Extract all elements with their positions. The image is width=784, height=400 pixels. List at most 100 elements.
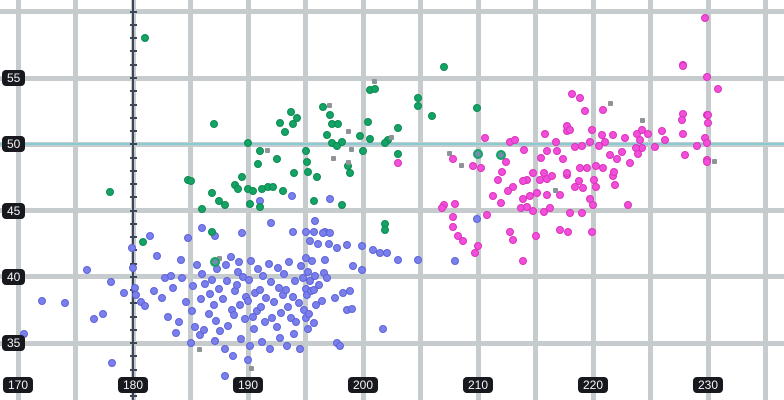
data-point-cluster-blue[interactable]: [61, 299, 70, 308]
data-point-cluster-magenta[interactable]: [525, 192, 534, 200]
data-point-cluster-blue[interactable]: [264, 259, 273, 268]
data-point-cluster-magenta[interactable]: [589, 201, 597, 210]
data-point-cluster-blue[interactable]: [198, 223, 206, 232]
data-point-cluster-magenta[interactable]: [570, 142, 579, 151]
data-point-cluster-magenta[interactable]: [469, 161, 478, 170]
data-point-cluster-blue[interactable]: [284, 303, 293, 312]
data-point-cluster-blue[interactable]: [332, 243, 341, 252]
data-point-cluster-magenta[interactable]: [552, 137, 561, 146]
data-point-cluster-blue[interactable]: [146, 231, 155, 240]
data-point-cluster-magenta[interactable]: [543, 146, 551, 155]
data-point-cluster-blue[interactable]: [237, 335, 246, 344]
data-point-cluster-blue[interactable]: [153, 251, 162, 260]
data-point-cluster-green[interactable]: [139, 238, 148, 247]
data-point-cluster-green[interactable]: [359, 146, 367, 155]
data-point-cluster-green[interactable]: [254, 160, 263, 169]
data-point-cluster-magenta[interactable]: [563, 227, 572, 236]
data-point-cluster-blue[interactable]: [270, 298, 279, 307]
data-point-cluster-magenta[interactable]: [493, 176, 502, 185]
data-point-small-gray-squares[interactable]: [607, 100, 613, 106]
data-point-cluster-magenta[interactable]: [483, 210, 492, 219]
data-point-cluster-blue[interactable]: [188, 282, 197, 291]
data-point-cluster-magenta[interactable]: [677, 116, 686, 125]
data-point-cluster-blue[interactable]: [249, 324, 258, 333]
data-point-cluster-blue[interactable]: [204, 310, 213, 319]
data-point-cluster-blue[interactable]: [267, 218, 275, 227]
data-point-cluster-magenta[interactable]: [470, 249, 479, 258]
data-point-cluster-blue[interactable]: [309, 286, 318, 295]
data-point-cluster-magenta[interactable]: [480, 133, 489, 142]
data-point-cluster-magenta[interactable]: [587, 125, 596, 134]
data-point-cluster-blue[interactable]: [196, 295, 205, 304]
data-point-cluster-green[interactable]: [233, 185, 242, 194]
data-point-cluster-green[interactable]: [323, 131, 332, 140]
data-point-cluster-green[interactable]: [363, 117, 372, 126]
data-point-cluster-green[interactable]: [288, 120, 297, 129]
data-point-cluster-blue[interactable]: [383, 249, 392, 258]
data-point-cluster-blue[interactable]: [257, 337, 266, 346]
data-point-cluster-green[interactable]: [278, 186, 287, 195]
data-point-cluster-blue[interactable]: [357, 266, 366, 275]
data-point-cluster-blue[interactable]: [304, 310, 313, 319]
data-point-cluster-magenta[interactable]: [520, 145, 528, 154]
data-point-cluster-green[interactable]: [393, 124, 402, 133]
data-point-cluster-blue[interactable]: [292, 317, 301, 326]
data-point-cluster-blue[interactable]: [310, 271, 319, 280]
data-point-cluster-magenta[interactable]: [608, 131, 617, 140]
data-point-cluster-green[interactable]: [208, 189, 217, 198]
data-point-cluster-magenta[interactable]: [555, 190, 564, 199]
data-point-cluster-blue[interactable]: [206, 290, 215, 299]
data-point-cluster-green[interactable]: [338, 201, 347, 210]
data-point-cluster-green[interactable]: [338, 137, 347, 146]
data-point-small-gray-squares[interactable]: [216, 255, 222, 261]
data-point-cluster-blue[interactable]: [38, 296, 47, 305]
data-point-cluster-blue[interactable]: [244, 356, 252, 365]
data-point-cluster-blue[interactable]: [295, 344, 304, 353]
data-point-cluster-blue[interactable]: [393, 255, 402, 264]
data-point-cluster-blue[interactable]: [283, 341, 292, 350]
data-point-cluster-magenta[interactable]: [503, 186, 512, 195]
data-point-cluster-blue[interactable]: [296, 262, 305, 271]
data-point-cluster-magenta[interactable]: [531, 231, 540, 240]
data-point-cluster-magenta[interactable]: [700, 14, 709, 23]
data-point-cluster-green[interactable]: [272, 154, 281, 163]
data-point-cluster-green[interactable]: [439, 63, 448, 72]
data-point-cluster-magenta[interactable]: [585, 137, 594, 146]
data-point-cluster-magenta[interactable]: [547, 172, 556, 181]
data-point-cluster-blue[interactable]: [336, 341, 344, 350]
data-point-cluster-blue[interactable]: [175, 317, 183, 326]
data-point-cluster-green[interactable]: [303, 168, 312, 177]
data-point-cluster-blue[interactable]: [314, 239, 323, 248]
data-point-small-gray-squares[interactable]: [330, 156, 336, 162]
data-point-cluster-blue[interactable]: [191, 323, 200, 332]
data-point-cluster-green[interactable]: [393, 149, 402, 158]
data-point-cluster-green[interactable]: [414, 101, 423, 110]
data-point-cluster-blue[interactable]: [325, 194, 334, 203]
data-point-cluster-magenta[interactable]: [448, 154, 457, 163]
data-point-small-gray-squares[interactable]: [389, 135, 395, 141]
data-point-cluster-blue[interactable]: [99, 310, 108, 319]
data-point-cluster-green[interactable]: [280, 128, 289, 137]
data-point-cluster-green[interactable]: [428, 112, 436, 121]
data-point-cluster-blue[interactable]: [187, 307, 196, 316]
data-point-cluster-magenta[interactable]: [576, 93, 585, 102]
data-point-small-gray-squares[interactable]: [712, 159, 718, 165]
data-point-cluster-blue[interactable]: [216, 327, 225, 336]
data-point-cluster-blue[interactable]: [311, 300, 320, 309]
data-point-cluster-magenta[interactable]: [609, 168, 618, 177]
data-point-cluster-magenta[interactable]: [644, 129, 653, 138]
data-point-cluster-blue[interactable]: [256, 303, 265, 312]
data-point-cluster-blue[interactable]: [140, 302, 149, 311]
data-point-cluster-blue[interactable]: [357, 242, 366, 251]
data-point-small-gray-squares[interactable]: [265, 148, 271, 154]
data-point-cluster-blue[interactable]: [308, 256, 317, 265]
data-point-cluster-blue[interactable]: [302, 291, 311, 300]
data-point-cluster-blue[interactable]: [347, 304, 356, 313]
data-point-cluster-green[interactable]: [290, 169, 298, 178]
data-point-cluster-blue[interactable]: [198, 270, 206, 279]
data-point-cluster-magenta[interactable]: [540, 129, 549, 138]
data-point-cluster-blue[interactable]: [163, 312, 172, 321]
data-point-cluster-blue[interactable]: [281, 286, 290, 295]
data-point-cluster-blue[interactable]: [119, 288, 128, 297]
data-point-cluster-blue[interactable]: [288, 227, 297, 236]
